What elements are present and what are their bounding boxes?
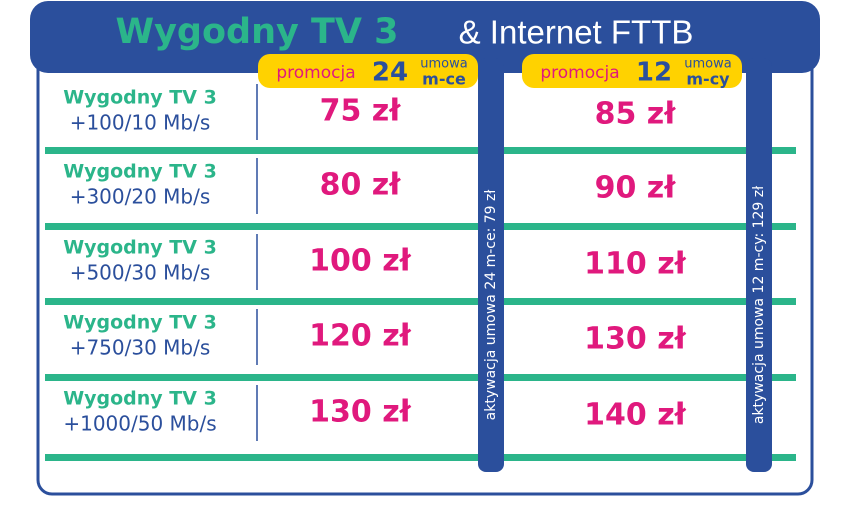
price: 90 zł xyxy=(595,171,677,206)
promo-months: 12 xyxy=(636,58,672,88)
activation-note: aktywacja umowa 12 m-cy: 129 zł xyxy=(751,186,767,424)
promo-unit: m-ce xyxy=(422,70,466,89)
promo-contract: umowa xyxy=(420,57,467,72)
plan-name: Wygodny TV 3 xyxy=(63,161,217,183)
plan-speed: +500/30 Mb/s xyxy=(70,261,211,285)
activation-bar xyxy=(478,58,504,472)
plan-speed: +1000/50 Mb/s xyxy=(63,412,216,436)
promo-pill xyxy=(522,54,742,88)
price: 100 zł xyxy=(309,244,412,279)
title-rest: & Internet FTTB xyxy=(459,14,694,51)
plan-speed: +300/20 Mb/s xyxy=(70,185,211,209)
price: 130 zł xyxy=(309,395,412,430)
activation-note: aktywacja umowa 24 m-ce: 79 zł xyxy=(483,190,499,421)
price: 75 zł xyxy=(320,94,402,129)
row-separator xyxy=(45,223,796,230)
price: 110 zł xyxy=(584,247,687,282)
plan-speed: +750/30 Mb/s xyxy=(70,336,211,360)
title-brand: Wygodny TV 3 xyxy=(116,12,399,52)
price: 80 zł xyxy=(320,168,402,203)
promo-unit: m-cy xyxy=(686,70,730,89)
price: 130 zł xyxy=(584,322,687,357)
activation-bar xyxy=(746,58,772,472)
promo-label: promocja xyxy=(276,63,355,83)
promo-months: 24 xyxy=(372,58,408,88)
plan-name: Wygodny TV 3 xyxy=(63,237,217,259)
row-separator xyxy=(45,374,796,381)
plan-speed: +100/10 Mb/s xyxy=(70,111,211,135)
price: 120 zł xyxy=(309,319,412,354)
promo-contract: umowa xyxy=(684,57,731,72)
row-separator xyxy=(45,147,796,154)
price: 85 zł xyxy=(595,97,677,132)
row-separator xyxy=(45,298,796,305)
promo-label: promocja xyxy=(540,63,619,83)
promo-pill xyxy=(258,54,478,88)
plan-name: Wygodny TV 3 xyxy=(63,388,217,410)
plan-name: Wygodny TV 3 xyxy=(63,312,217,334)
plan-name: Wygodny TV 3 xyxy=(63,87,217,109)
row-separator xyxy=(45,454,796,461)
price: 140 zł xyxy=(584,398,687,433)
